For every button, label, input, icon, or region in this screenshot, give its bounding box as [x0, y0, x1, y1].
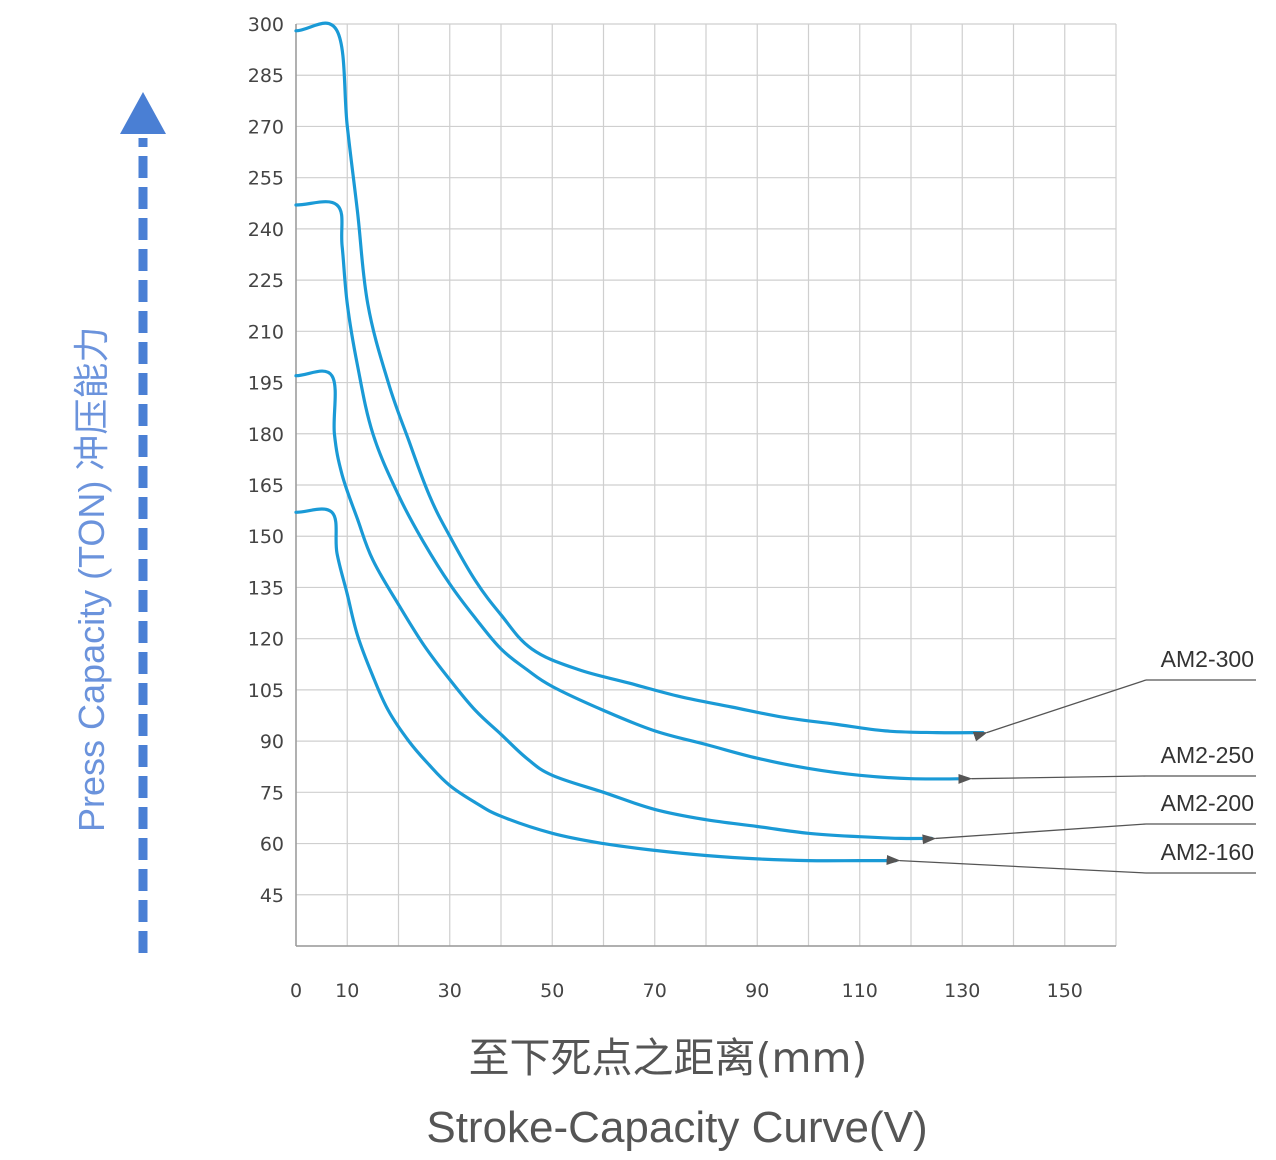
y-tick-label: 90 — [260, 731, 284, 753]
x-tick-label: 90 — [745, 980, 769, 1002]
x-tick-label: 30 — [438, 980, 462, 1002]
series-label-am2-250: AM2-250 — [1161, 742, 1254, 768]
series-label-am2-300: AM2-300 — [1161, 646, 1254, 672]
y-tick-label: 210 — [248, 321, 284, 343]
grid — [295, 23, 1117, 947]
y-tick-label: 255 — [248, 168, 284, 190]
x-tick-label: 130 — [944, 980, 980, 1002]
y-tick-labels: 300 285 270 255 240 225 210 195 180 165 150 135 120 1… — [248, 14, 284, 907]
x-tick-label: 150 — [1047, 980, 1083, 1002]
series-pointer-am2-200 — [922, 823, 1147, 845]
y-tick-label: 300 — [248, 14, 284, 36]
y-tick-label: 180 — [248, 424, 284, 446]
x-tick-labels: 0 10 30 50 70 90 110 130 150 — [290, 980, 1083, 1002]
y-tick-label: 240 — [248, 219, 284, 241]
series-pointer-am2-160 — [886, 854, 1147, 874]
y-tick-label: 150 — [248, 526, 284, 548]
y-tick-label: 195 — [248, 373, 284, 395]
x-tick-label: 0 — [290, 980, 302, 1002]
y-tick-label: 105 — [248, 680, 284, 702]
series-lines — [294, 21, 985, 863]
series-line-am2-200 — [294, 369, 934, 841]
series-labels: AM2-300 AM2-250 AM2-200 AM2-160 — [886, 646, 1256, 874]
axes — [295, 24, 1116, 947]
series-line-am2-300 — [294, 21, 985, 735]
series-label-am2-160: AM2-160 — [1161, 839, 1254, 865]
y-axis-label: Press Capacity (TON) 冲压能力 — [71, 327, 112, 832]
y-tick-label: 285 — [248, 65, 284, 87]
y-tick-label: 45 — [260, 885, 284, 907]
series-pointer-am2-300 — [972, 679, 1147, 742]
series-label-am2-200: AM2-200 — [1161, 790, 1254, 816]
y-tick-label: 165 — [248, 475, 284, 497]
x-axis-label: Stroke-Capacity Curve(V) — [426, 1103, 927, 1152]
series-line-am2-250 — [294, 200, 969, 781]
x-tick-label: 10 — [335, 980, 359, 1002]
y-tick-label: 225 — [248, 270, 284, 292]
y-tick-label: 135 — [248, 577, 284, 599]
y-tick-label: 120 — [248, 629, 284, 651]
x-tick-label: 70 — [643, 980, 667, 1002]
x-axis-label-chinese: 至下死点之距离(mm) — [469, 1034, 868, 1082]
y-tick-label: 60 — [260, 834, 284, 856]
series-line-am2-160 — [294, 507, 898, 863]
y-tick-label: 75 — [260, 782, 284, 804]
x-tick-label: 50 — [540, 980, 564, 1002]
y-axis-arrow — [120, 92, 166, 953]
series-pointer-am2-250 — [958, 773, 1147, 784]
x-tick-label: 110 — [842, 980, 878, 1002]
y-tick-label: 270 — [248, 116, 284, 138]
